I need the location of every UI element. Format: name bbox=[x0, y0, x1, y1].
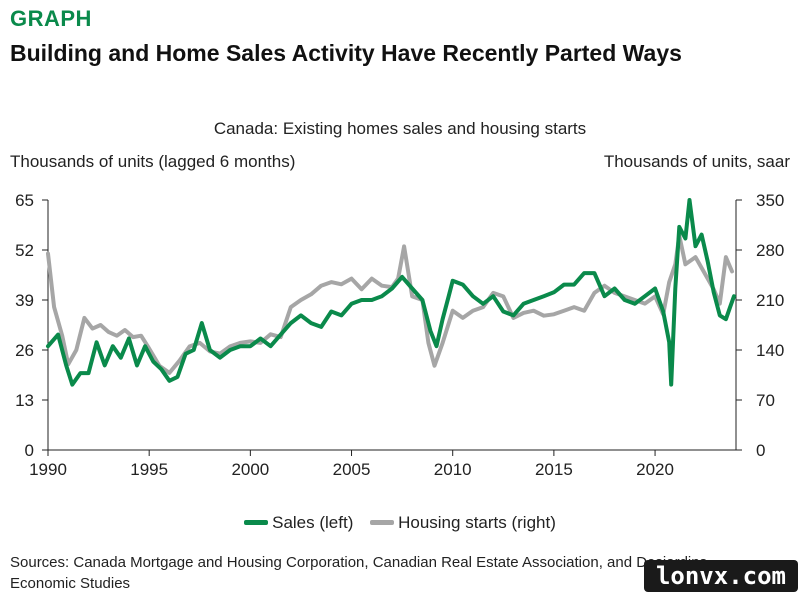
legend-label-sales: Sales (left) bbox=[272, 512, 354, 532]
left-axis-label: Thousands of units (lagged 6 months) bbox=[10, 152, 296, 171]
left-tick-label: 65 bbox=[15, 191, 34, 210]
right-tick-label: 70 bbox=[756, 391, 775, 410]
left-tick-label: 13 bbox=[15, 391, 34, 410]
right-tick-label: 140 bbox=[756, 341, 784, 360]
legend-item-sales: Sales (left) bbox=[244, 513, 353, 533]
left-tick-label: 26 bbox=[15, 341, 34, 360]
chart-legend: Sales (left) Housing starts (right) bbox=[0, 510, 800, 533]
legend-swatch-sales bbox=[244, 520, 269, 525]
right-tick-label: 350 bbox=[756, 191, 784, 210]
left-tick-label: 0 bbox=[25, 441, 34, 460]
right-tick-label: 280 bbox=[756, 241, 784, 260]
page-title: Building and Home Sales Activity Have Re… bbox=[10, 40, 682, 66]
legend-swatch-housing-starts bbox=[370, 520, 395, 525]
x-tick-label: 1995 bbox=[130, 460, 168, 479]
sales-series-line bbox=[46, 198, 736, 387]
source-note: Sources: Canada Mortgage and Housing Cor… bbox=[10, 554, 708, 592]
x-tick-label: 2020 bbox=[636, 460, 674, 479]
watermark: lonvx.com bbox=[643, 560, 798, 592]
x-tick-label: 2010 bbox=[434, 460, 472, 479]
right-tick-label: 210 bbox=[756, 291, 784, 310]
left-tick-label: 39 bbox=[15, 291, 34, 310]
chart-title: Canada: Existing homes sales and housing… bbox=[213, 119, 587, 138]
housing-starts-series-line bbox=[46, 233, 734, 375]
legend-label-housing-starts: Housing starts (right) bbox=[398, 512, 556, 532]
right-tick-label: 0 bbox=[756, 441, 765, 460]
x-tick-label: 2000 bbox=[231, 460, 269, 479]
right-axis-label: Thousands of units, saar bbox=[603, 152, 790, 171]
legend-item-housing-starts: Housing starts (right) bbox=[370, 513, 556, 533]
x-tick-label: 2005 bbox=[333, 460, 371, 479]
graph-kicker: GRAPH bbox=[10, 6, 92, 31]
x-tick-label: 1990 bbox=[29, 460, 67, 479]
x-tick-label: 2015 bbox=[535, 460, 573, 479]
left-tick-label: 52 bbox=[15, 241, 34, 260]
